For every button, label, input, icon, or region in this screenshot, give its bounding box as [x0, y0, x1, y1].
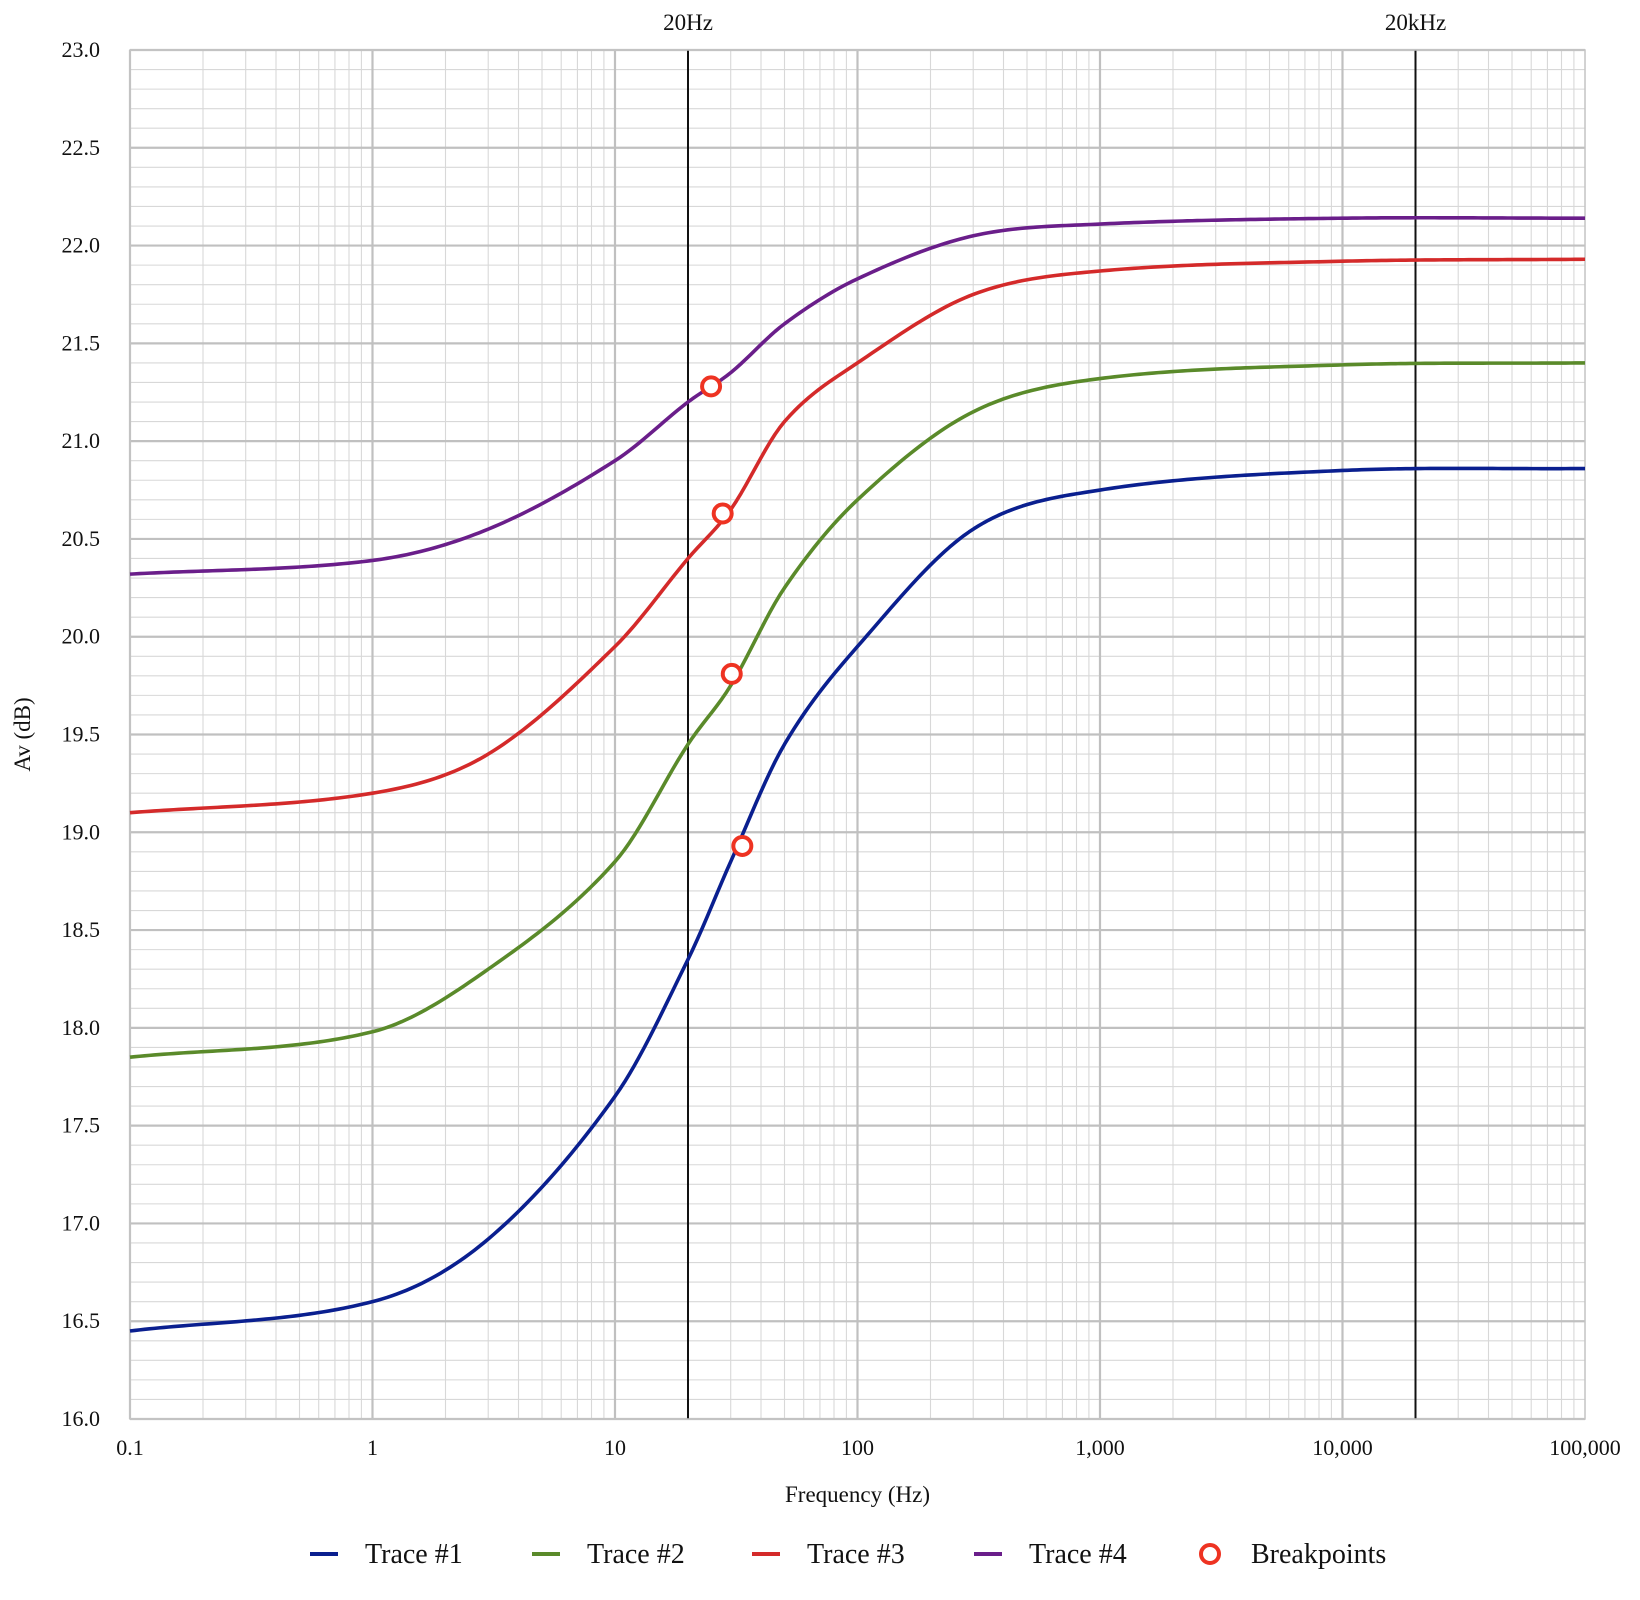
legend-item-2: Trace #2	[532, 1539, 685, 1570]
breakpoint-markers	[700, 375, 754, 857]
legend-label: Trace #4	[1029, 1539, 1127, 1570]
y-tick-label: 17.0	[62, 1210, 101, 1235]
legend-label: Trace #2	[587, 1539, 685, 1570]
y-tick-label: 21.5	[62, 330, 101, 355]
series-line-2	[129, 361, 1586, 1059]
y-tick-label: 22.5	[62, 135, 101, 160]
legend-item-5: Breakpoints	[1199, 1539, 1386, 1570]
breakpoint-marker	[700, 375, 723, 398]
x-tick-label: 10,000	[1312, 1435, 1373, 1460]
y-tick-label: 17.5	[62, 1113, 101, 1138]
breakpoint-marker	[711, 502, 734, 525]
series-lines	[129, 215, 1586, 1333]
y-tick-label: 23.0	[62, 37, 101, 62]
x-tick-label: 1	[367, 1435, 378, 1460]
series-line-1	[129, 466, 1586, 1333]
series-line-4	[129, 215, 1585, 576]
breakpoint-marker	[731, 834, 754, 857]
x-axis-title: Frequency (Hz)	[785, 1482, 930, 1507]
breakpoint-marker	[720, 662, 743, 685]
legend-label: Trace #3	[807, 1539, 905, 1570]
y-axis-title: Av (dB)	[10, 697, 35, 771]
y-tick-label: 18.5	[62, 917, 101, 942]
x-tick-label: 10	[604, 1435, 626, 1460]
reference-line-label: 20kHz	[1385, 10, 1446, 35]
x-tick-labels: 0.1 1 10 100 1,000 10,000 100,000	[116, 1435, 1621, 1460]
plot-border	[129, 49, 1586, 1420]
reference-lines: 20Hz 20kHz	[663, 10, 1446, 1419]
y-tick-label: 22.0	[62, 233, 101, 258]
legend-item-3: Trace #3	[752, 1539, 905, 1570]
legend-item-1: Trace #1	[310, 1539, 463, 1570]
x-tick-label: 100,000	[1549, 1435, 1621, 1460]
legend-label: Breakpoints	[1251, 1539, 1386, 1570]
y-tick-label: 20.0	[62, 624, 101, 649]
reference-line-label: 20Hz	[663, 10, 713, 35]
x-tick-label: 1,000	[1075, 1435, 1125, 1460]
y-tick-label: 16.5	[62, 1308, 101, 1333]
legend-swatch-marker	[1199, 1543, 1221, 1565]
major-grid	[128, 48, 1585, 1421]
y-tick-label: 16.0	[62, 1406, 101, 1431]
legend-item-4: Trace #4	[974, 1539, 1127, 1570]
legend: Trace #1 Trace #2 Trace #3 Trace #4 Breakpoi…	[310, 1539, 1386, 1570]
series-line-3	[129, 257, 1586, 815]
x-tick-label: 0.1	[116, 1435, 144, 1460]
y-tick-label: 19.5	[62, 722, 101, 747]
y-tick-labels: 16.0 16.5 17.0 17.5 18.0 18.5 19.0 19.5 20.0 20.5…	[62, 37, 101, 1431]
y-tick-label: 21.0	[62, 428, 101, 453]
x-tick-label: 100	[841, 1435, 874, 1460]
y-tick-label: 20.5	[62, 526, 101, 551]
y-tick-label: 18.0	[62, 1015, 101, 1040]
y-tick-label: 19.0	[62, 819, 101, 844]
legend-label: Trace #1	[365, 1539, 463, 1570]
